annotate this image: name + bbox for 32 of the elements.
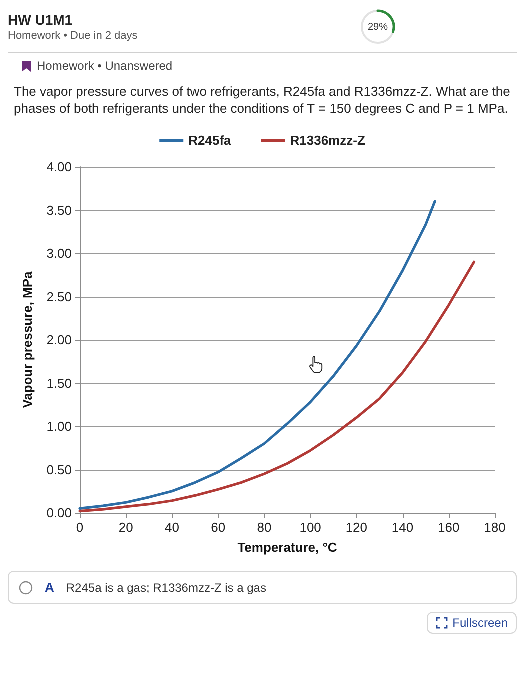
y-tick-label: 1.50 (46, 376, 72, 391)
text: HW U1M1 (8, 12, 74, 28)
answer-card: A R245a is a gas; R1336mzz-Z is a gas (8, 571, 517, 604)
x-axis-title: Temperature, °C (238, 540, 338, 555)
fullscreen-button: Fullscreen (426, 612, 517, 634)
legend-label: R1336mzz-Z (290, 133, 366, 148)
y-tick-label: 3.50 (46, 202, 72, 218)
x-tick-label: 0 (76, 520, 84, 535)
chart-title: The vapor pressure curves of two refrigerants, R245fa and R1336mzz-Z. What are the phases of both refrigerants under the conditions of T = 150 degrees C and P = 1 MPa. (14, 84, 510, 116)
x-tick-label: 80 (257, 520, 272, 535)
text: Homework • Due in 2 days (8, 30, 138, 42)
legend-label: R245fa (188, 133, 232, 148)
y-tick-label: 0.50 (46, 462, 72, 478)
y-tick-label: 2.00 (46, 332, 72, 348)
x-tick-label: 100 (300, 520, 322, 535)
x-tick-label: 120 (346, 520, 368, 535)
x-tick-label: 160 (438, 520, 460, 535)
x-tick-label: 140 (392, 520, 414, 535)
line-series (78, 200, 436, 510)
x-tick-label: 20 (118, 520, 134, 535)
y-tick-label: 1.00 (46, 419, 72, 434)
y-tick-label: 4.00 (46, 160, 72, 174)
x-tick-label: 40 (164, 520, 180, 535)
y-tick-label: 3.00 (46, 246, 72, 261)
line-series (78, 260, 476, 513)
text: Homework • Unanswered (37, 59, 173, 73)
x-tick-label: 60 (211, 520, 226, 535)
x-tick-label: 180 (484, 520, 506, 535)
text: 29% (368, 22, 388, 32)
y-tick-label: 2.50 (46, 289, 72, 304)
y-tick-label: 0.00 (46, 506, 72, 520)
y-axis-title: Vapour pressure, MPa (20, 270, 35, 408)
